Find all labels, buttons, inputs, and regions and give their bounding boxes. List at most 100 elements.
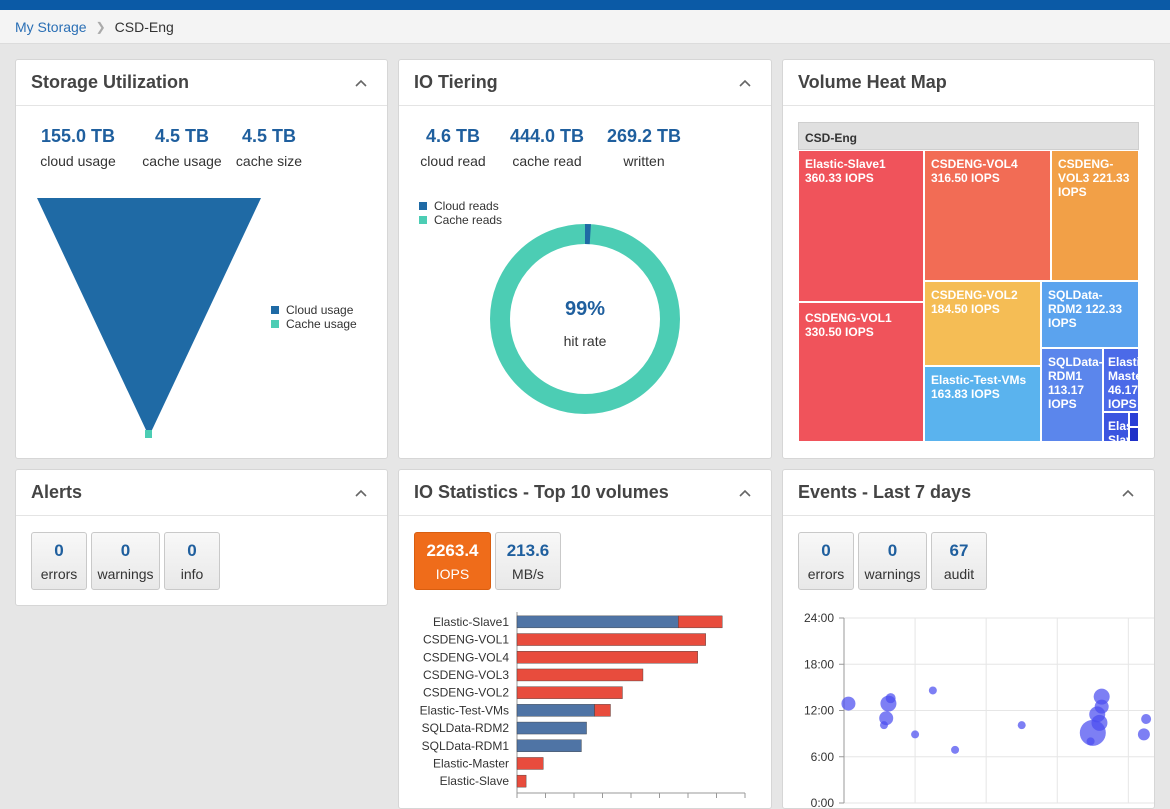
legend-swatch	[271, 320, 279, 328]
heat-cell-elastic-master[interactable]: Elastic-Master 46.17 IOPS	[1103, 348, 1139, 412]
heat-cell-elastic-slave1[interactable]: Elastic-Slave1 360.33 IOPS	[798, 150, 924, 302]
warnings-counter[interactable]: 0 warnings	[858, 532, 927, 590]
event-point[interactable]	[1087, 737, 1095, 745]
stat-value: 444.0 TB	[507, 126, 587, 147]
bar-segment[interactable]	[517, 634, 706, 646]
bar-category-label: SQLData-RDM2	[422, 721, 510, 735]
chevron-up-icon[interactable]	[350, 482, 372, 504]
counter-value: 67	[932, 541, 986, 561]
event-point[interactable]	[1141, 714, 1151, 724]
mbs-toggle-button[interactable]: 213.6 MB/s	[495, 532, 561, 590]
heat-cell-elastic-slave[interactable]: Elastic-Slave	[1103, 412, 1129, 442]
heat-cell-csdeng-vol2[interactable]: CSDENG-VOL2 184.50 IOPS	[924, 281, 1041, 366]
bar-segment[interactable]	[517, 687, 622, 699]
bar-category-label: CSDENG-VOL3	[423, 668, 509, 682]
bar-segment[interactable]	[517, 704, 595, 716]
panel-header: Volume Heat Map	[783, 60, 1154, 106]
heat-cell-csdeng-vol4[interactable]: CSDENG-VOL4 316.50 IOPS	[924, 150, 1051, 281]
legend-label: Cloud reads	[434, 199, 499, 213]
stat-label: cache size	[224, 153, 314, 169]
heat-cell-sqldata-rdm1[interactable]: SQLData-RDM1 113.17 IOPS	[1041, 348, 1103, 442]
chevron-right-icon: ❯	[96, 20, 106, 34]
bar-segment[interactable]	[517, 757, 543, 769]
storage-funnel	[16, 190, 276, 445]
stat-label: written	[587, 153, 701, 169]
funnel-cache-usage	[145, 430, 152, 438]
legend-swatch	[419, 202, 427, 210]
stat-label: cloud usage	[16, 153, 140, 169]
event-point[interactable]	[1138, 728, 1150, 740]
breadcrumb: My Storage ❯ CSD-Eng	[0, 10, 1170, 44]
panel-title: Alerts	[31, 482, 82, 503]
errors-counter[interactable]: 0 errors	[798, 532, 854, 590]
stat-cloud-usage: 155.0 TB cloud usage	[16, 126, 140, 169]
heat-cell-elastic-test-vms[interactable]: Elastic-Test-VMs 163.83 IOPS	[924, 366, 1041, 442]
bar-segment[interactable]	[517, 722, 587, 734]
panel-title: Storage Utilization	[31, 72, 189, 93]
legend-label: Cache usage	[286, 317, 357, 331]
heat-cell-csdeng-vol3[interactable]: CSDENG-VOL3 221.33 IOPS	[1051, 150, 1139, 281]
panel-title: Volume Heat Map	[798, 72, 947, 93]
breadcrumb-root-link[interactable]: My Storage	[15, 19, 87, 35]
heat-cell-csdeng-vol1[interactable]: CSDENG-VOL1 330.50 IOPS	[798, 302, 924, 442]
io-tiering-stats: 4.6 TB cloud read 444.0 TB cache read 26…	[399, 126, 771, 169]
counter-value: 0	[92, 541, 159, 561]
bar-segment[interactable]	[517, 775, 526, 787]
info-counter[interactable]: 0 info	[164, 532, 220, 590]
event-point[interactable]	[951, 746, 959, 754]
y-tick-label: 18:00	[804, 657, 834, 671]
bar-category-label: CSDENG-VOL4	[423, 650, 509, 664]
event-point[interactable]	[911, 730, 919, 738]
heat-cell-small-2[interactable]	[1129, 427, 1139, 442]
chevron-up-icon[interactable]	[734, 72, 756, 94]
panel-header: Events - Last 7 days	[783, 470, 1154, 516]
counter-label: warnings	[92, 566, 159, 582]
chevron-up-icon[interactable]	[1117, 482, 1139, 504]
alerts-panel: Alerts 0 errors 0 warnings 0 info	[15, 469, 388, 606]
chevron-up-icon[interactable]	[350, 72, 372, 94]
bar-segment[interactable]	[678, 616, 722, 628]
bar-segment[interactable]	[517, 669, 643, 681]
bar-segment[interactable]	[517, 616, 678, 628]
warnings-counter[interactable]: 0 warnings	[91, 532, 160, 590]
event-point[interactable]	[1018, 721, 1026, 729]
funnel-cloud-usage	[37, 198, 261, 430]
y-tick-label: 0:00	[811, 796, 835, 808]
top-bar	[0, 0, 1170, 10]
event-point[interactable]	[880, 721, 888, 729]
legend-label: Cloud usage	[286, 303, 353, 317]
iops-label: IOPS	[415, 566, 490, 582]
bar-category-label: Elastic-Slave	[440, 774, 510, 788]
storage-legend: Cloud usage Cache usage	[271, 303, 357, 331]
stat-value: 4.5 TB	[224, 126, 314, 147]
counter-label: info	[165, 566, 219, 582]
panel-header: IO Tiering	[399, 60, 771, 106]
stat-cache-size: 4.5 TB cache size	[224, 126, 314, 169]
bar-segment[interactable]	[595, 704, 611, 716]
bar-segment[interactable]	[517, 740, 581, 752]
stat-value: 155.0 TB	[16, 126, 140, 147]
storage-utilization-panel: Storage Utilization 155.0 TB cloud usage…	[15, 59, 388, 459]
stat-label: cache usage	[140, 153, 224, 169]
event-point[interactable]	[886, 693, 896, 703]
legend-swatch	[271, 306, 279, 314]
heat-cell-sqldata-rdm2[interactable]: SQLData-RDM2 122.33 IOPS	[1041, 281, 1139, 348]
bar-segment[interactable]	[517, 651, 698, 663]
counter-value: 0	[799, 541, 853, 561]
bar-category-label: CSDENG-VOL2	[423, 686, 509, 700]
event-point[interactable]	[929, 686, 937, 694]
bar-category-label: Elastic-Master	[433, 756, 509, 770]
counter-value: 0	[165, 541, 219, 561]
hit-rate-label: hit rate	[564, 333, 607, 349]
heat-cell-small-1[interactable]	[1129, 412, 1139, 427]
audit-counter[interactable]: 67 audit	[931, 532, 987, 590]
chevron-up-icon[interactable]	[734, 482, 756, 504]
alert-counters: 0 errors 0 warnings 0 info	[31, 532, 224, 590]
iops-toggle-button[interactable]: 2263.4 IOPS	[414, 532, 491, 590]
event-point[interactable]	[841, 697, 855, 711]
errors-counter[interactable]: 0 errors	[31, 532, 87, 590]
bar-category-label: CSDENG-VOL1	[423, 633, 509, 647]
stat-written: 269.2 TB written	[587, 126, 701, 169]
stat-value: 4.6 TB	[399, 126, 507, 147]
io-statistics-panel: IO Statistics - Top 10 volumes 2263.4 IO…	[398, 469, 772, 809]
